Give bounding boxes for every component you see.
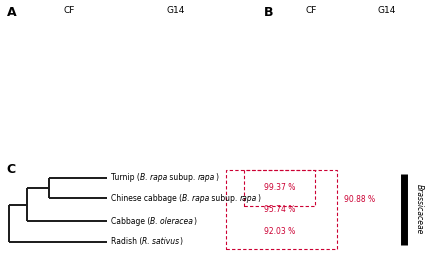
Text: ): ) — [179, 237, 182, 246]
Text: Brassicaceae: Brassicaceae — [415, 184, 424, 235]
Text: subup.: subup. — [167, 173, 198, 182]
Text: ): ) — [193, 217, 196, 226]
Text: A: A — [7, 6, 16, 19]
Text: Chinese cabbage (: Chinese cabbage ( — [111, 194, 182, 203]
Text: R. sativus: R. sativus — [143, 237, 179, 246]
Text: 90.88 %: 90.88 % — [344, 195, 375, 204]
Text: CF: CF — [305, 6, 317, 15]
Text: rapa: rapa — [198, 173, 215, 182]
Text: 92.03 %: 92.03 % — [264, 227, 295, 236]
Text: 95.74 %: 95.74 % — [264, 205, 295, 214]
Text: G14: G14 — [166, 6, 185, 15]
Text: Turnip (: Turnip ( — [111, 173, 140, 182]
Text: Radish (: Radish ( — [111, 237, 143, 246]
Text: C: C — [7, 163, 16, 175]
Text: G14: G14 — [377, 6, 396, 15]
Text: ): ) — [257, 194, 260, 203]
Text: B. rapa: B. rapa — [182, 194, 210, 203]
Text: B. oleracea: B. oleracea — [151, 217, 193, 226]
Text: B. rapa: B. rapa — [140, 173, 167, 182]
Text: subup.: subup. — [210, 194, 240, 203]
Text: B: B — [264, 6, 274, 19]
Text: Cabbage (: Cabbage ( — [111, 217, 151, 226]
Text: ): ) — [215, 173, 218, 182]
Text: CF: CF — [63, 6, 75, 15]
Text: rapa: rapa — [240, 194, 257, 203]
Text: 99.37 %: 99.37 % — [264, 183, 295, 192]
